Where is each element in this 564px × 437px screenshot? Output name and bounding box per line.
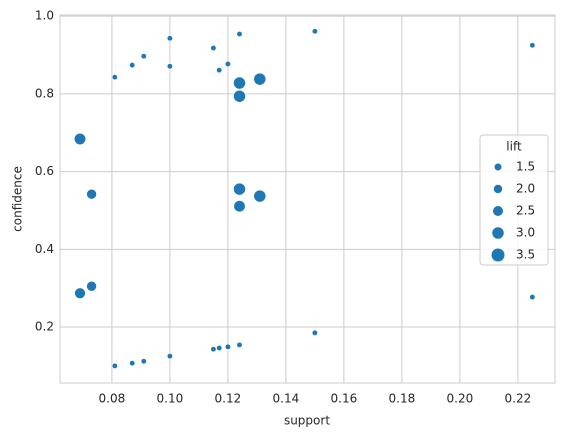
point [311,329,318,336]
point [216,67,223,74]
x-tick-label: 0.14 [273,392,300,406]
legend-label: 1.5 [516,160,535,174]
point [236,341,243,348]
legend-label: 3.0 [516,226,535,240]
y-tick-label: 0.8 [35,86,54,100]
point [140,53,147,60]
legend-box [479,134,549,266]
y-tick-label: 1.0 [35,9,54,23]
y-axis-label: confidence [11,166,25,232]
legend-marker [493,206,503,216]
point [140,358,147,365]
legend-marker [491,248,505,262]
x-tick-label: 0.10 [157,392,184,406]
point [166,35,173,42]
legend-title: lift [506,140,522,154]
x-tick-label: 0.16 [331,392,358,406]
point [233,89,246,103]
point [224,60,231,68]
point [233,76,246,90]
point [73,132,87,146]
x-tick-label: 0.12 [215,392,242,406]
point [253,72,267,86]
y-tick-label: 0.6 [35,164,54,178]
point [529,294,536,301]
point [210,44,217,52]
x-tick-label: 0.08 [99,392,126,406]
point [129,62,136,69]
x-tick-label: 0.20 [447,392,474,406]
point [529,42,536,49]
point [210,346,217,353]
point [86,188,97,200]
point [86,280,97,292]
plot-area [59,14,556,384]
legend-label: 2.5 [516,204,535,218]
point [216,344,223,352]
point [111,362,118,369]
point [166,353,173,360]
legend-marker [494,163,502,171]
point [236,30,243,38]
legend-marker [492,227,504,239]
legend-label: 2.0 [516,182,535,196]
legend-marker [493,184,503,194]
point [166,63,173,70]
point [253,189,267,203]
plot-area [59,14,556,384]
y-tick-label: 0.2 [35,320,54,334]
x-tick-label: 0.22 [505,392,532,406]
x-axis-label: support [284,414,330,428]
y-tick-label: 0.4 [35,242,54,256]
point [233,200,246,213]
point [129,360,136,367]
point [224,343,231,350]
point [111,74,118,81]
legend-label: 3.5 [516,248,535,262]
point [233,182,246,196]
point [74,287,86,299]
x-tick-label: 0.18 [389,392,416,406]
point [311,28,318,35]
